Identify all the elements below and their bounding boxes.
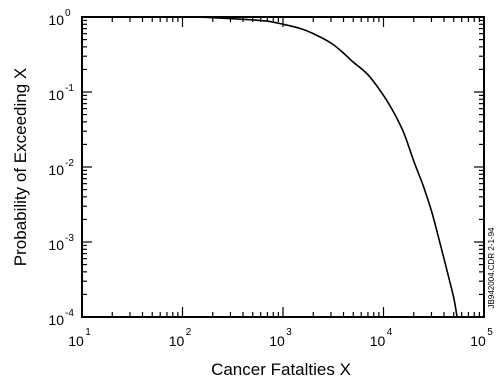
x-tick-label: 10 (470, 333, 486, 349)
x-tick-label: 10 (169, 333, 185, 349)
x-tick-exponent: 2 (186, 327, 192, 338)
x-axis-title: Cancer Fatalties X (211, 360, 351, 379)
ticks (81, 17, 484, 318)
y-axis-title: Probability of Exceeding X (11, 68, 30, 266)
y-tick-exponent: -4 (65, 308, 74, 319)
x-tick-exponent: 5 (487, 327, 493, 338)
y-tick-exponent: -2 (65, 158, 74, 169)
y-tick-exponent: 0 (65, 8, 71, 19)
x-tick-label: 10 (269, 333, 285, 349)
y-tick-label: 10 (48, 237, 64, 253)
plot-frame (81, 16, 485, 318)
x-tick-exponent: 4 (387, 327, 393, 338)
x-tick-exponent: 3 (286, 327, 292, 338)
file-stamp: JB942004.CDR 2-1-94 (487, 227, 496, 308)
y-tick-exponent: -1 (65, 83, 74, 94)
x-tick-label: 10 (68, 333, 84, 349)
y-tick-label: 10 (48, 12, 64, 28)
y-tick-label: 10 (48, 312, 64, 328)
x-tick-label: 10 (370, 333, 386, 349)
y-tick-exponent: -3 (65, 233, 74, 244)
x-tick-exponent: 1 (85, 327, 91, 338)
y-tick-label: 10 (48, 87, 64, 103)
series-line (81, 16, 458, 318)
y-tick-label: 10 (48, 162, 64, 178)
